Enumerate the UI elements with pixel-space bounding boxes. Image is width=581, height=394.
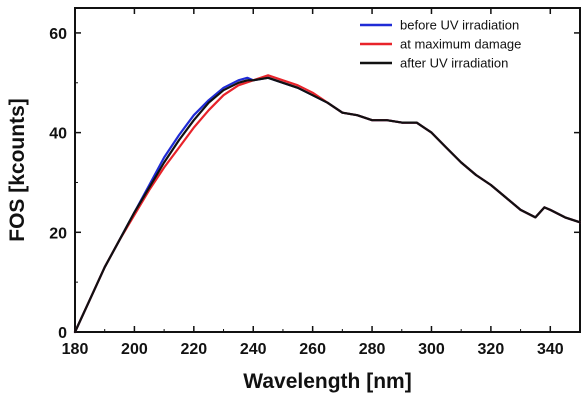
plot-frame — [74, 7, 581, 333]
after-uv-irradiation-line — [73, 76, 581, 334]
x-tick-label: 280 — [359, 341, 386, 358]
before-uv-irradiation-line — [73, 76, 581, 334]
x-tick-label: 180 — [62, 341, 89, 358]
x-tick-label: 320 — [478, 341, 505, 358]
at-maximum-damage-line — [73, 74, 581, 334]
y-axis-label: FOS [kcounts] — [6, 98, 29, 242]
y-tick-label: 20 — [49, 225, 67, 242]
legend-label: before UV irradiation — [400, 18, 519, 33]
x-axis-label: Wavelength [nm] — [243, 370, 411, 393]
x-tick-label: 240 — [240, 341, 267, 358]
legend-label: after UV irradiation — [400, 56, 508, 71]
x-tick-label: 200 — [121, 341, 148, 358]
series-layer — [73, 74, 581, 334]
x-tick-label: 340 — [537, 341, 564, 358]
y-tick-label: 40 — [49, 126, 67, 143]
legend: before UV irradiation at maximum damage af… — [360, 18, 521, 71]
legend-label: at maximum damage — [400, 37, 521, 52]
y-tick-label: 60 — [49, 26, 67, 43]
y-tick-label: 0 — [58, 325, 67, 342]
x-tick-label: 260 — [299, 341, 326, 358]
x-tick-label: 220 — [180, 341, 207, 358]
tick-labels: 180 200 220 240 260 280 300 320 340 0 20 40 60 — [49, 26, 564, 358]
plot-border — [74, 7, 581, 333]
x-tick-label: 300 — [418, 341, 445, 358]
axis-ticks — [74, 8, 580, 333]
